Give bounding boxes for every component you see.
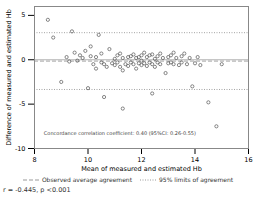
svg-text:0: 0 <box>21 56 25 64</box>
svg-text:5: 5 <box>21 11 25 19</box>
svg-text:10: 10 <box>84 156 92 164</box>
svg-text:Difference of measured and est: Difference of measured and estimated Hb <box>5 9 13 146</box>
html-text:r = -0.445, p <0.001: r = -0.445, p <0.001 <box>3 186 71 194</box>
svg-text:-5: -5 <box>19 100 25 108</box>
svg-text:-10: -10 <box>15 145 26 153</box>
svg-text:12: 12 <box>137 156 145 164</box>
svg-text:Concordance correlation coeffi: Concordance correlation coefficient: 0.4… <box>44 130 196 136</box>
svg-text:14: 14 <box>191 156 199 164</box>
html-text:95% limits of agreement: 95% limits of agreement <box>159 176 234 183</box>
html-text:Observed average agreement: Observed average agreement <box>41 176 132 183</box>
svg-text:8: 8 <box>32 156 36 164</box>
svg-text:Mean of measured and estimated: Mean of measured and estimated Hb <box>81 165 202 173</box>
svg-text:16: 16 <box>244 156 252 164</box>
